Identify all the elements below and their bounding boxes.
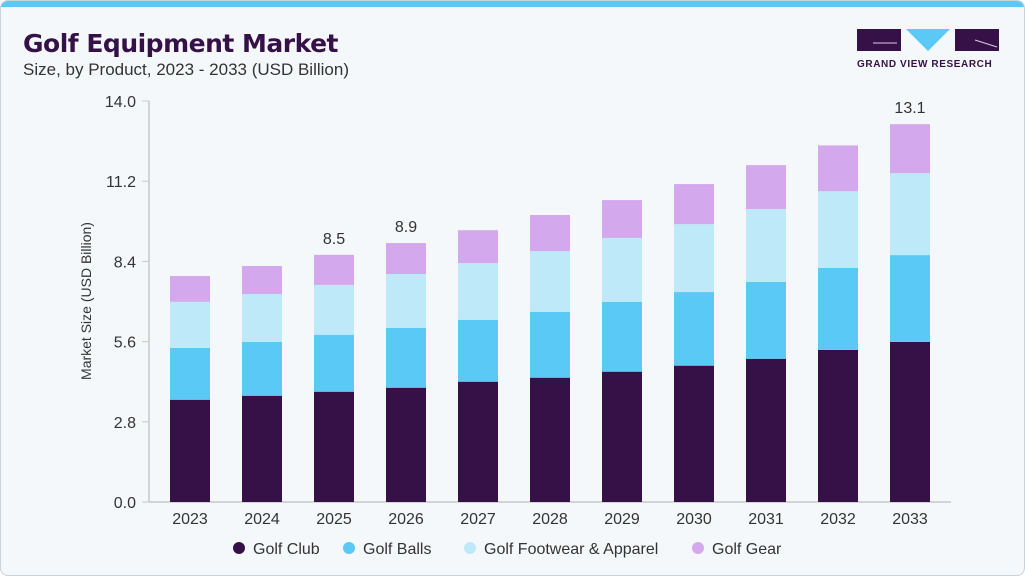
logo-text: GRAND VIEW RESEARCH [857, 59, 993, 70]
data-label-2025: 8.5 [323, 231, 345, 248]
bar-segment-golf-footwear-apparel-2033 [890, 173, 930, 256]
bar-segment-golf-balls-2029 [602, 301, 642, 372]
data-label-2033: 13.1 [894, 100, 925, 117]
legend-marker-1 [343, 542, 355, 554]
bar-segment-golf-balls-2028 [530, 311, 570, 378]
legend-label: Golf Club [253, 541, 320, 558]
y-tick-label: 14.0 [105, 94, 136, 111]
bar-segment-golf-gear-2029 [602, 200, 642, 238]
bar-segment-golf-balls-2024 [242, 341, 282, 396]
x-tick-label: 2023 [172, 511, 208, 528]
y-tick-label: 0.0 [114, 495, 136, 512]
x-tick-label: 2030 [676, 511, 712, 528]
bar-segment-golf-balls-2030 [674, 292, 714, 366]
legend-label: Golf Balls [363, 541, 431, 558]
bar-segment-golf-club-2030 [674, 365, 714, 502]
bar-segment-golf-balls-2033 [890, 255, 930, 342]
logo-mark-icon [857, 29, 999, 51]
bar-segment-golf-club-2024 [242, 395, 282, 502]
bar-segment-golf-footwear-apparel-2027 [458, 263, 498, 320]
bar-segment-golf-club-2023 [170, 399, 210, 502]
y-tick-label: 11.2 [106, 174, 136, 191]
x-tick-label: 2028 [532, 511, 568, 528]
x-tick-label: 2027 [460, 511, 496, 528]
data-label-2026: 8.9 [395, 219, 417, 236]
bar-segment-golf-balls-2027 [458, 319, 498, 382]
legend-label: Golf Footwear & Apparel [484, 541, 658, 558]
bar-segment-golf-club-2033 [890, 341, 930, 502]
bar-segment-golf-gear-2031 [746, 165, 786, 209]
y-tick-label: 8.4 [114, 254, 136, 271]
accent-bar [1, 1, 1024, 7]
y-tick-label: 5.6 [114, 335, 136, 352]
bar-segment-golf-balls-2025 [314, 334, 354, 392]
bar-segment-golf-gear-2024 [242, 265, 282, 295]
bar-segment-golf-gear-2026 [386, 243, 426, 275]
x-tick-label: 2032 [820, 511, 856, 528]
legend-marker-3 [692, 542, 704, 554]
y-axis-title: Market Size (USD Billion) [78, 222, 94, 380]
bar-segment-golf-balls-2026 [386, 327, 426, 388]
bar-segment-golf-footwear-apparel-2024 [242, 294, 282, 342]
x-tick-label: 2026 [388, 511, 424, 528]
legend-label: Golf Gear [712, 541, 782, 558]
y-tick-label: 2.8 [114, 415, 136, 432]
bar-segment-golf-balls-2031 [746, 282, 786, 359]
bar-segment-golf-club-2025 [314, 391, 354, 502]
bar-segment-golf-club-2031 [746, 358, 786, 502]
x-tick-label: 2031 [748, 511, 784, 528]
bar-segment-golf-gear-2023 [170, 276, 210, 302]
bar-segment-golf-club-2029 [602, 371, 642, 502]
bar-segment-golf-footwear-apparel-2030 [674, 224, 714, 293]
bar-segment-golf-footwear-apparel-2023 [170, 301, 210, 348]
x-tick-label: 2024 [244, 511, 280, 528]
bar-segment-golf-club-2027 [458, 381, 498, 502]
grand-view-research-logo: GRAND VIEW RESEARCH [857, 29, 999, 70]
bar-segment-golf-footwear-apparel-2032 [818, 191, 858, 268]
bar-segment-golf-footwear-apparel-2029 [602, 237, 642, 302]
x-tick-label: 2029 [604, 511, 640, 528]
legend-marker-2 [464, 542, 476, 554]
chart-title: Golf Equipment Market [23, 29, 338, 58]
bar-segment-golf-gear-2030 [674, 184, 714, 225]
bar-segment-golf-gear-2028 [530, 214, 570, 252]
bar-segment-golf-footwear-apparel-2028 [530, 251, 570, 312]
legend-marker-0 [233, 542, 245, 554]
chart-subtitle: Size, by Product, 2023 - 2033 (USD Billi… [23, 60, 349, 79]
x-tick-label: 2033 [892, 511, 928, 528]
bar-segment-golf-footwear-apparel-2026 [386, 274, 426, 328]
bar-segment-golf-balls-2032 [818, 267, 858, 350]
bar-segment-golf-club-2026 [386, 387, 426, 502]
bar-segment-golf-balls-2023 [170, 347, 210, 400]
bar-segment-golf-gear-2027 [458, 230, 498, 264]
bar-segment-golf-club-2028 [530, 377, 570, 502]
bar-segment-golf-footwear-apparel-2025 [314, 284, 354, 335]
bar-segment-golf-gear-2025 [314, 254, 354, 285]
bar-segment-golf-club-2032 [818, 349, 858, 502]
bar-segment-golf-gear-2032 [818, 145, 858, 192]
x-tick-label: 2025 [316, 511, 352, 528]
bar-segment-golf-gear-2033 [890, 124, 930, 174]
bar-segment-golf-footwear-apparel-2031 [746, 208, 786, 283]
